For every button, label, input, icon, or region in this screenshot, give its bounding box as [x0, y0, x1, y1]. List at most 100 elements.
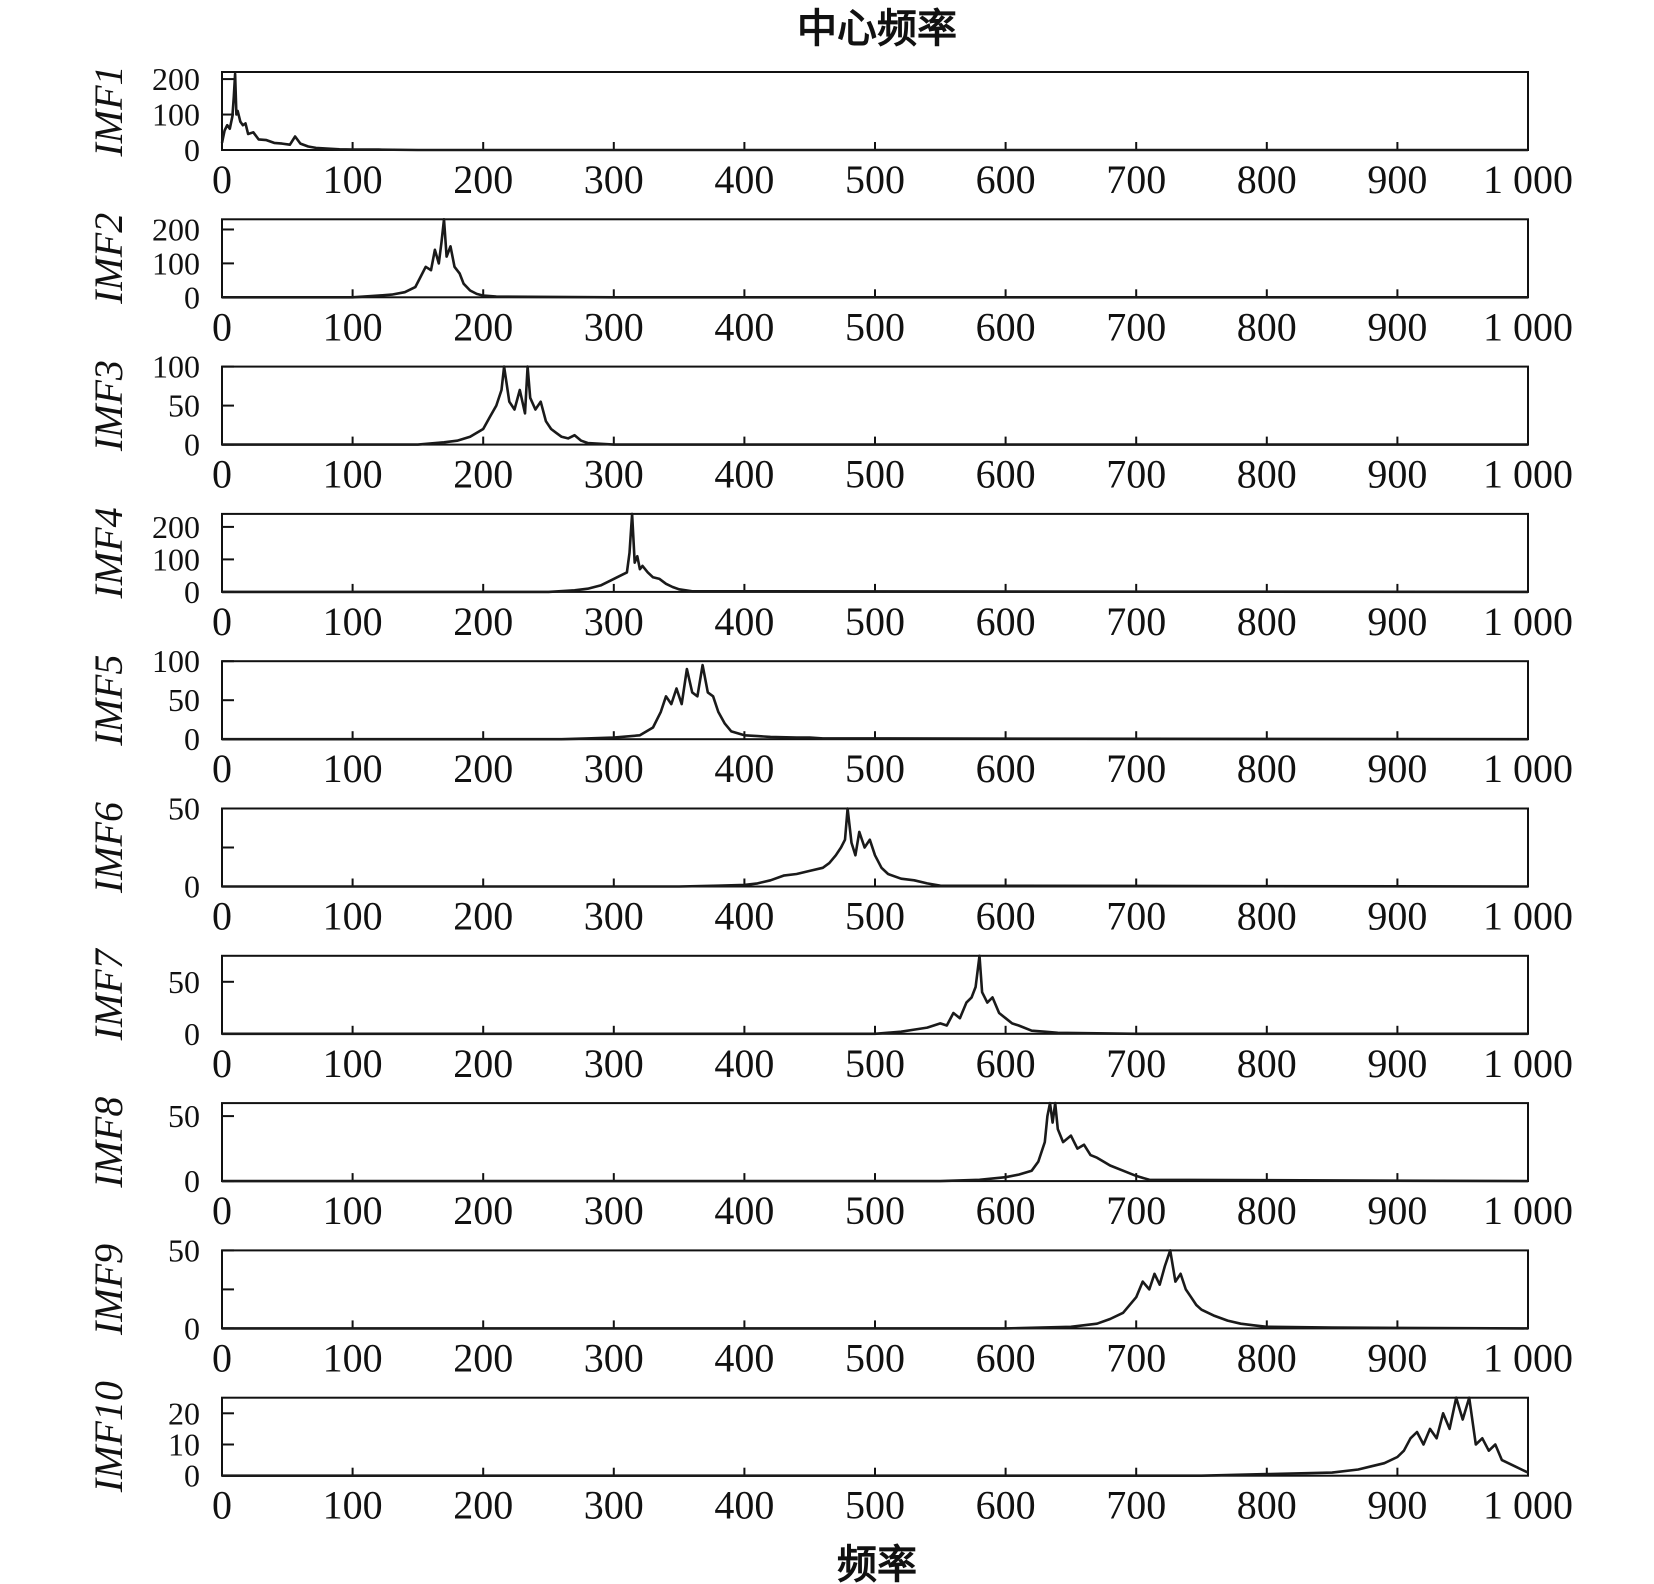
x-tick-label: 500	[845, 599, 905, 644]
subplot-4: 0 100 200 300 400 500 600 700 800 900 1 0000100200…	[86, 507, 1573, 644]
x-tick-label: 900	[1367, 1041, 1427, 1086]
x-tick-label: 400	[714, 452, 774, 497]
x-tick-label: 300	[584, 1188, 644, 1233]
x-tick-label: 500	[845, 452, 905, 497]
x-tick-label: 200	[453, 1335, 513, 1380]
chart-title: 中心频率	[797, 5, 957, 52]
x-tick-label: 300	[584, 894, 644, 939]
subplot-3: 0 100 200 300 400 500 600 700 800 900 1 000050100I…	[86, 349, 1573, 497]
x-tick-label: 600	[976, 746, 1036, 791]
subplot-stack: 0 100 200 300 400 500 600 700 800 900 1 0000100200…	[86, 61, 1573, 1528]
x-tick-label: 0	[212, 157, 232, 202]
x-tick-label: 700	[1106, 1041, 1166, 1086]
x-tick-label: 100	[323, 1188, 383, 1233]
x-tick-label: 600	[976, 1188, 1036, 1233]
x-tick-label: 300	[584, 157, 644, 202]
spectrum-series-line	[222, 1396, 1529, 1477]
x-tick-label: 0	[212, 1335, 232, 1380]
x-tick-label: 0	[212, 1041, 232, 1086]
x-tick-label: 600	[976, 1335, 1036, 1380]
x-tick-label: 500	[845, 304, 905, 349]
subplot-8: 0 100 200 300 400 500 600 700 800 900 1 000 0 50 IMF8	[86, 1097, 1573, 1234]
x-tick-label: 900	[1367, 1483, 1427, 1528]
x-tick-label: 1 000	[1483, 1188, 1573, 1233]
x-tick-label: 600	[976, 452, 1036, 497]
x-tick-label: 400	[714, 1335, 774, 1380]
subplot-1: 0 100 200 300 400 500 600 700 800 900 1 0000100200…	[86, 61, 1573, 202]
y-tick-label: 10	[168, 1427, 200, 1463]
y-tick-label: 0	[184, 132, 200, 168]
x-tick-label: 1 000	[1483, 452, 1573, 497]
x-tick-label: 500	[845, 157, 905, 202]
x-tick-label: 900	[1367, 304, 1427, 349]
subplot-2: 0 100 200 300 400 500 600 700 800 900 1 0000100200…	[86, 211, 1573, 349]
y-tick-label: 100	[152, 245, 200, 281]
x-tick-label: 0	[212, 1188, 232, 1233]
x-tick-label: 600	[976, 304, 1036, 349]
x-tick-label: 1 000	[1483, 1041, 1573, 1086]
x-tick-label: 900	[1367, 1188, 1427, 1233]
spectrum-series-line	[222, 218, 1528, 299]
y-tick-label: 0	[184, 1458, 200, 1494]
x-tick-label: 200	[453, 452, 513, 497]
x-tick-label: 200	[453, 1188, 513, 1233]
y-tick-label: 200	[152, 211, 200, 247]
x-tick-label: 600	[976, 894, 1036, 939]
x-tick-label: 400	[714, 304, 774, 349]
x-tick-label: 100	[323, 452, 383, 497]
x-tick-label: 900	[1367, 894, 1427, 939]
y-tick-label: 0	[184, 1310, 200, 1346]
x-tick-label: 500	[845, 894, 905, 939]
x-tick-label: 400	[714, 1188, 774, 1233]
x-tick-label: 300	[584, 1041, 644, 1086]
x-tick-label: 1 000	[1483, 1483, 1573, 1528]
x-tick-label: 400	[714, 746, 774, 791]
x-tick-label: 400	[714, 1483, 774, 1528]
x-tick-label: 300	[584, 304, 644, 349]
x-tick-label: 100	[323, 746, 383, 791]
x-tick-label: 900	[1367, 1335, 1427, 1380]
x-tick-label: 800	[1237, 452, 1297, 497]
y-axis-label: IMF1	[86, 65, 131, 157]
y-tick-label: 20	[168, 1395, 200, 1431]
x-tick-label: 700	[1106, 1188, 1166, 1233]
x-tick-label: 300	[584, 1483, 644, 1528]
x-tick-label: 200	[453, 304, 513, 349]
x-tick-label: 900	[1367, 452, 1427, 497]
x-tick-label: 100	[323, 304, 383, 349]
spectrum-series-line	[222, 512, 1529, 594]
x-tick-label: 0	[212, 1483, 232, 1528]
x-tick-label: 600	[976, 599, 1036, 644]
x-tick-label: 700	[1106, 894, 1166, 939]
x-tick-label: 100	[323, 157, 383, 202]
subplot-9: 0 100 200 300 400 500 600 700 800 900 1 000 0 50 IMF9	[86, 1232, 1573, 1380]
x-tick-label: 900	[1367, 746, 1427, 791]
y-tick-label: 50	[168, 388, 200, 424]
x-tick-label: 300	[584, 746, 644, 791]
x-tick-label: 500	[845, 746, 905, 791]
x-tick-label: 400	[714, 157, 774, 202]
spectrum-series-line	[222, 1249, 1529, 1330]
x-tick-label: 1 000	[1483, 157, 1573, 202]
x-tick-label: 0	[212, 304, 232, 349]
x-tick-label: 500	[845, 1188, 905, 1233]
x-tick-label: 900	[1367, 157, 1427, 202]
x-tick-label: 100	[323, 1483, 383, 1528]
y-tick-label: 100	[152, 349, 200, 385]
spectrum-series-line	[220, 72, 1528, 152]
x-tick-label: 300	[584, 1335, 644, 1380]
x-tick-label: 0	[212, 746, 232, 791]
x-tick-label: 1 000	[1483, 599, 1573, 644]
x-tick-label: 0	[212, 599, 232, 644]
x-tick-label: 500	[845, 1483, 905, 1528]
x-tick-label: 100	[323, 599, 383, 644]
subplot-5: 0 100 200 300 400 500 600 700 800 900 1 000050100I…	[86, 643, 1573, 791]
spectrum-series-line	[222, 1101, 1529, 1183]
subplot-6: 0 100 200 300 400 500 600 700 800 900 1 000 0 50 IMF6	[86, 791, 1573, 939]
y-tick-label: 200	[152, 509, 200, 545]
x-tick-label: 800	[1237, 894, 1297, 939]
y-tick-label: 50	[168, 1098, 200, 1134]
x-tick-label: 700	[1106, 304, 1166, 349]
